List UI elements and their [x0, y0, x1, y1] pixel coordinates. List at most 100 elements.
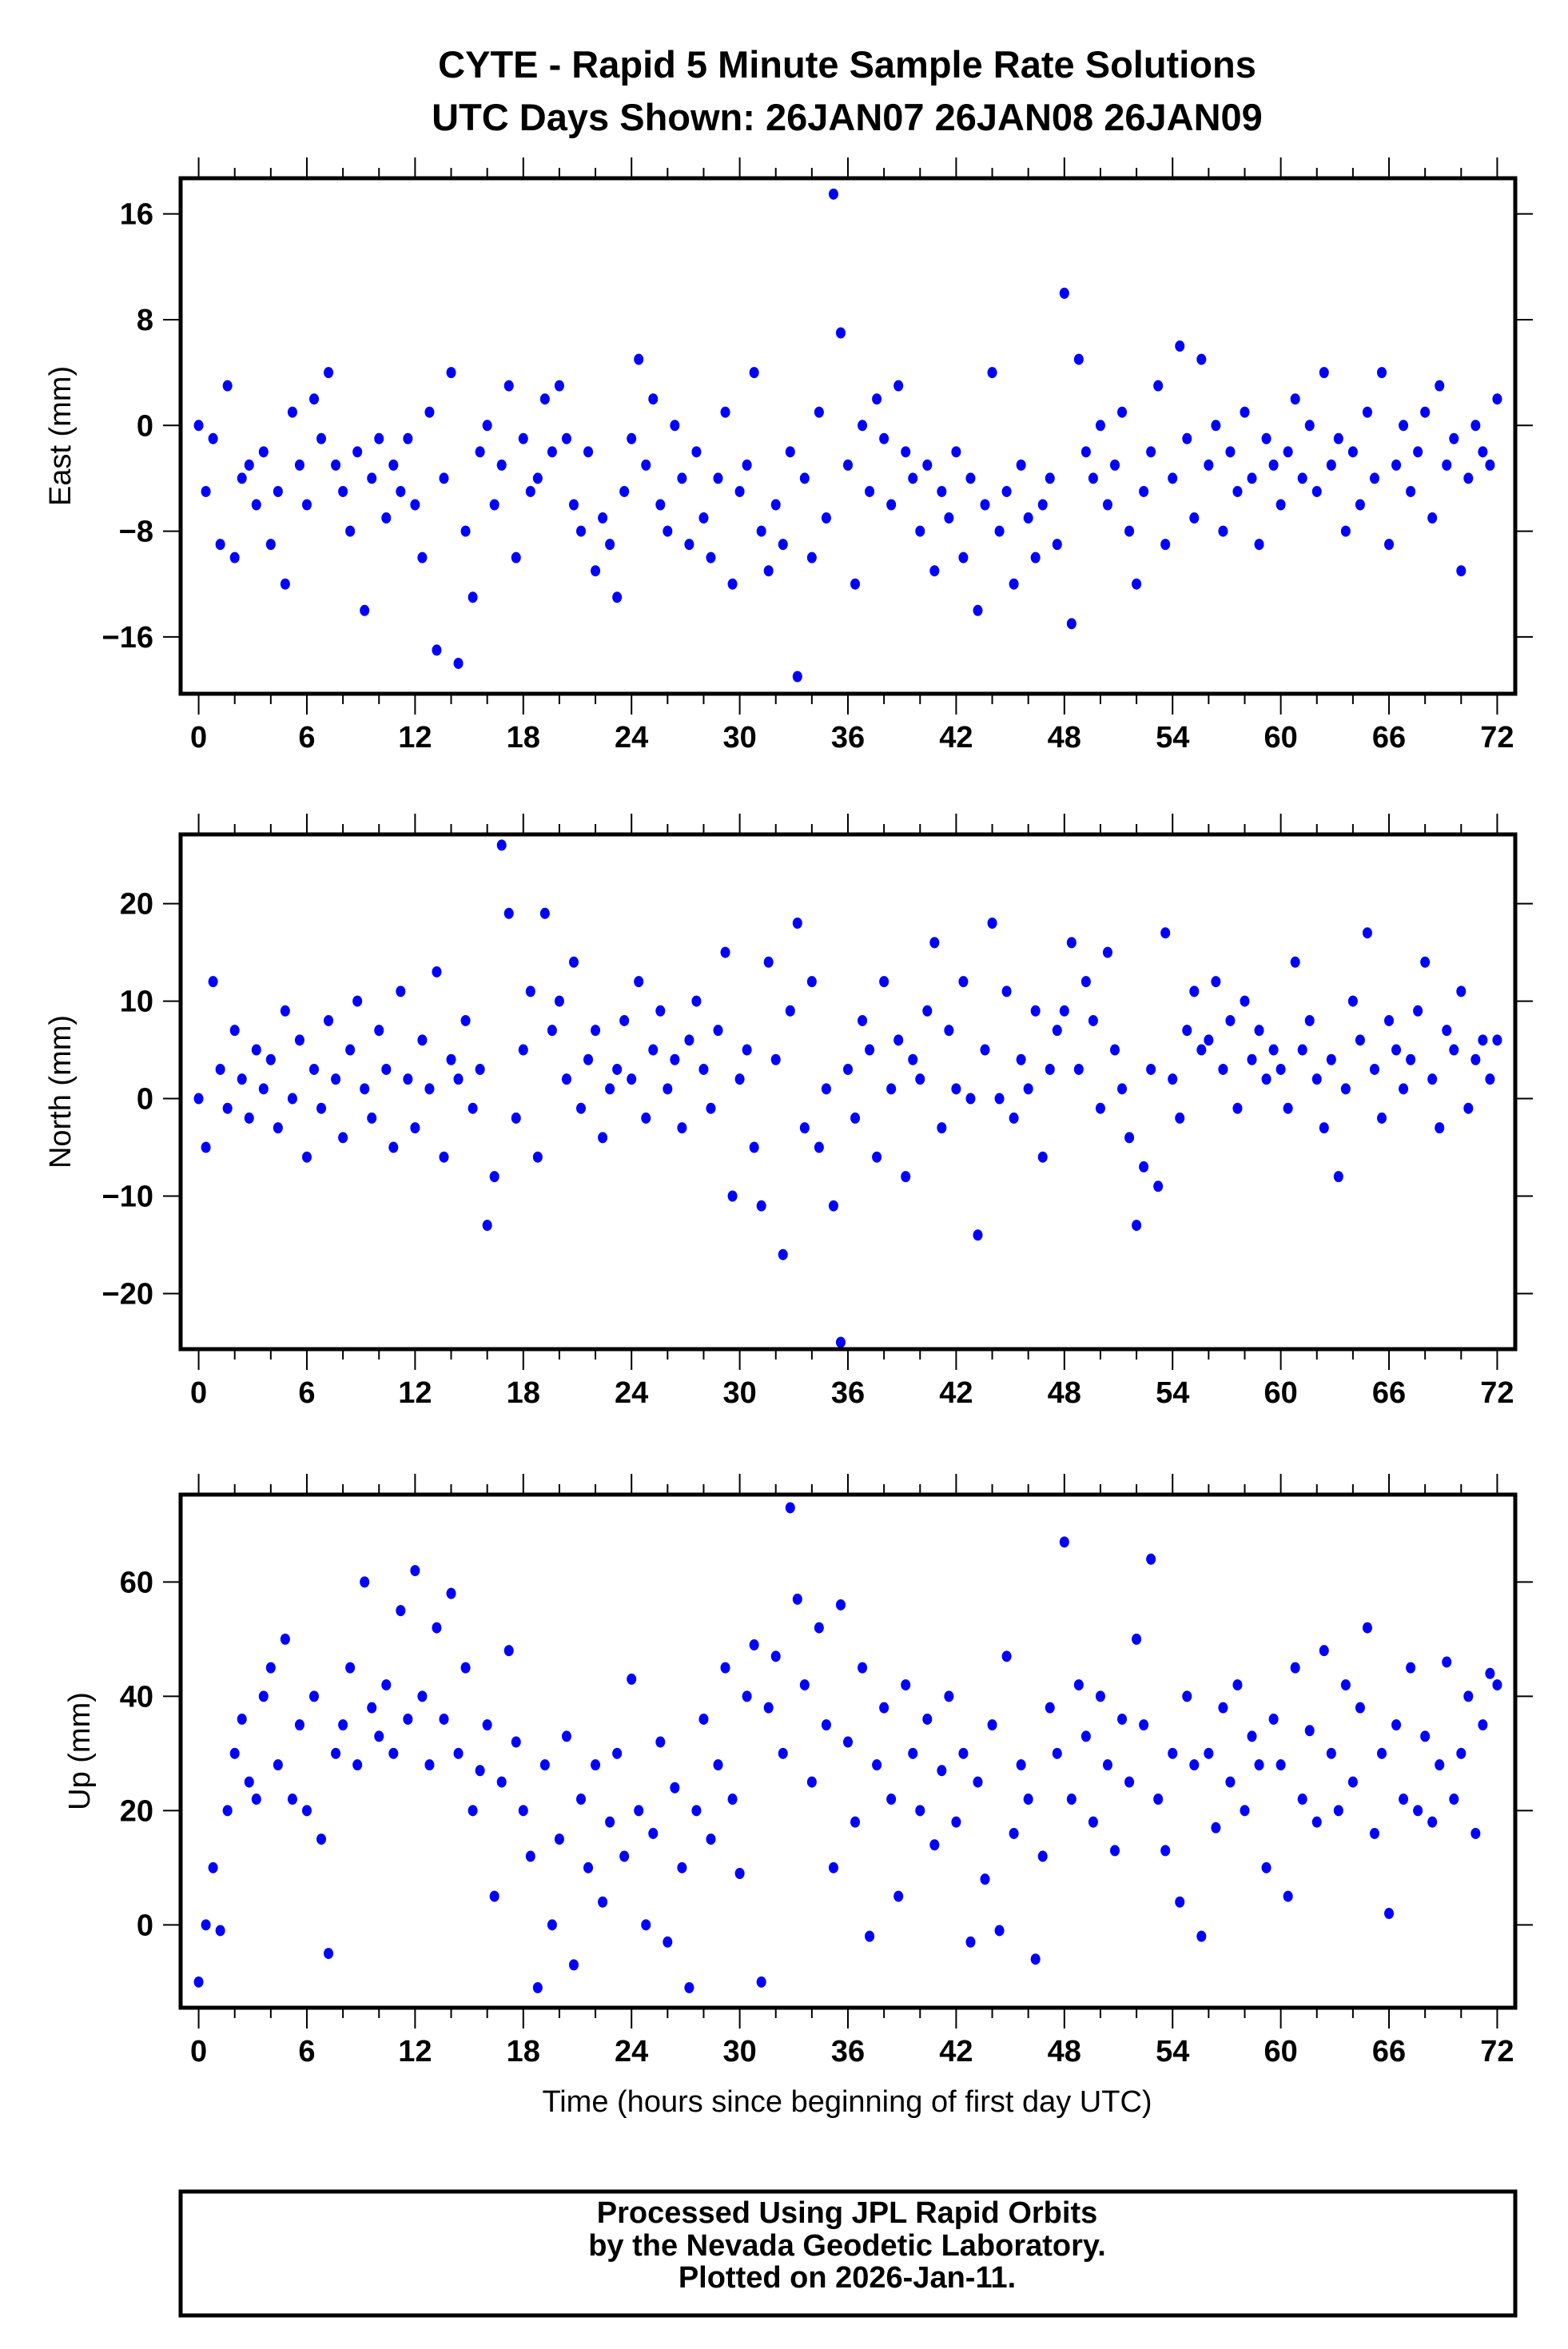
data-point	[258, 1083, 269, 1095]
data-point	[489, 499, 499, 511]
data-point	[713, 1759, 723, 1771]
data-point	[806, 976, 817, 988]
data-point	[424, 406, 435, 418]
data-point	[222, 380, 233, 392]
data-point	[908, 1747, 918, 1759]
data-point	[1435, 1759, 1445, 1771]
data-point	[1153, 380, 1164, 392]
data-point	[612, 1747, 623, 1759]
data-point	[965, 1093, 976, 1105]
data-point	[872, 1151, 882, 1163]
data-point	[244, 459, 254, 471]
data-point	[951, 1816, 961, 1828]
data-point	[511, 551, 521, 563]
data-point	[1297, 1794, 1307, 1806]
data-point	[265, 1662, 276, 1674]
data-point	[1030, 1005, 1041, 1017]
data-point	[706, 1102, 716, 1114]
data-point	[1009, 578, 1019, 590]
x-tick-label: 12	[398, 1376, 432, 1410]
data-point	[367, 1112, 377, 1124]
data-point	[1124, 1132, 1135, 1144]
data-point	[929, 1839, 940, 1851]
data-point	[655, 1736, 666, 1748]
data-point	[1132, 578, 1142, 590]
data-point	[785, 1502, 795, 1514]
data-point	[655, 499, 666, 511]
data-point	[1413, 1005, 1423, 1017]
data-point	[208, 1861, 218, 1873]
data-point	[403, 1073, 413, 1085]
x-tick-label: 0	[190, 2035, 207, 2068]
data-point	[1268, 1044, 1279, 1056]
data-point	[1347, 995, 1358, 1007]
footer-line-1: Processed Using JPL Rapid Orbits	[597, 2196, 1097, 2230]
data-point	[1290, 393, 1300, 405]
data-point	[1211, 976, 1221, 988]
data-point	[424, 1083, 435, 1095]
data-point	[828, 188, 838, 200]
data-point	[1304, 1014, 1315, 1026]
data-point	[532, 472, 543, 484]
data-point	[453, 1073, 464, 1085]
data-point	[475, 446, 485, 458]
data-point	[1153, 1794, 1164, 1806]
data-point	[1362, 406, 1372, 418]
data-point	[1066, 937, 1077, 949]
data-point	[309, 393, 319, 405]
data-point	[591, 565, 601, 577]
data-point	[1340, 525, 1351, 537]
data-point	[1037, 499, 1048, 511]
data-point	[1196, 1930, 1207, 1942]
data-point	[193, 420, 204, 432]
data-point	[627, 1073, 637, 1085]
data-point	[410, 499, 420, 511]
data-point	[641, 459, 651, 471]
data-point	[381, 512, 392, 524]
data-point	[1117, 1083, 1128, 1095]
data-point	[1160, 1845, 1171, 1857]
data-point	[619, 1850, 630, 1862]
data-point	[1449, 1794, 1459, 1806]
data-point	[1362, 927, 1372, 939]
x-tick-label: 0	[190, 721, 207, 754]
data-point	[439, 1151, 449, 1163]
data-point	[265, 1053, 276, 1065]
data-point	[901, 1171, 911, 1183]
data-point	[756, 1200, 766, 1212]
data-point	[518, 1805, 528, 1817]
data-point	[670, 1782, 680, 1794]
data-point	[1095, 420, 1105, 432]
data-point	[215, 1063, 225, 1075]
data-point	[396, 985, 406, 997]
y-tick-label: 0	[137, 409, 153, 443]
data-point	[973, 1229, 983, 1241]
data-point	[432, 1622, 442, 1634]
x-tick-label: 6	[298, 721, 315, 754]
data-point	[756, 1976, 766, 1988]
east-panel: 0 6 12 18 24 30 36 42 48 54 60 66 72 16 8 0 −8 −16 East (m…	[44, 157, 1533, 754]
data-point	[1261, 1073, 1272, 1085]
data-point	[893, 1890, 904, 1902]
data-point	[1326, 1747, 1336, 1759]
data-point	[287, 1794, 297, 1806]
data-point	[756, 525, 766, 537]
data-point	[1211, 420, 1221, 432]
data-point	[1362, 1622, 1372, 1634]
data-point	[965, 472, 976, 484]
data-point	[1492, 393, 1502, 405]
data-point	[619, 1014, 630, 1026]
x-tick-label: 36	[831, 1376, 865, 1410]
data-point	[1275, 499, 1286, 511]
up-plot-frame	[178, 1492, 1518, 2010]
data-point	[734, 1867, 745, 1879]
data-point	[1045, 472, 1055, 484]
data-point	[518, 1044, 528, 1056]
data-point	[958, 551, 969, 563]
data-point	[634, 353, 644, 365]
data-point	[1420, 406, 1431, 418]
data-point	[237, 1713, 247, 1725]
data-point	[598, 1896, 608, 1908]
data-point	[1066, 618, 1077, 630]
data-point	[598, 512, 608, 524]
